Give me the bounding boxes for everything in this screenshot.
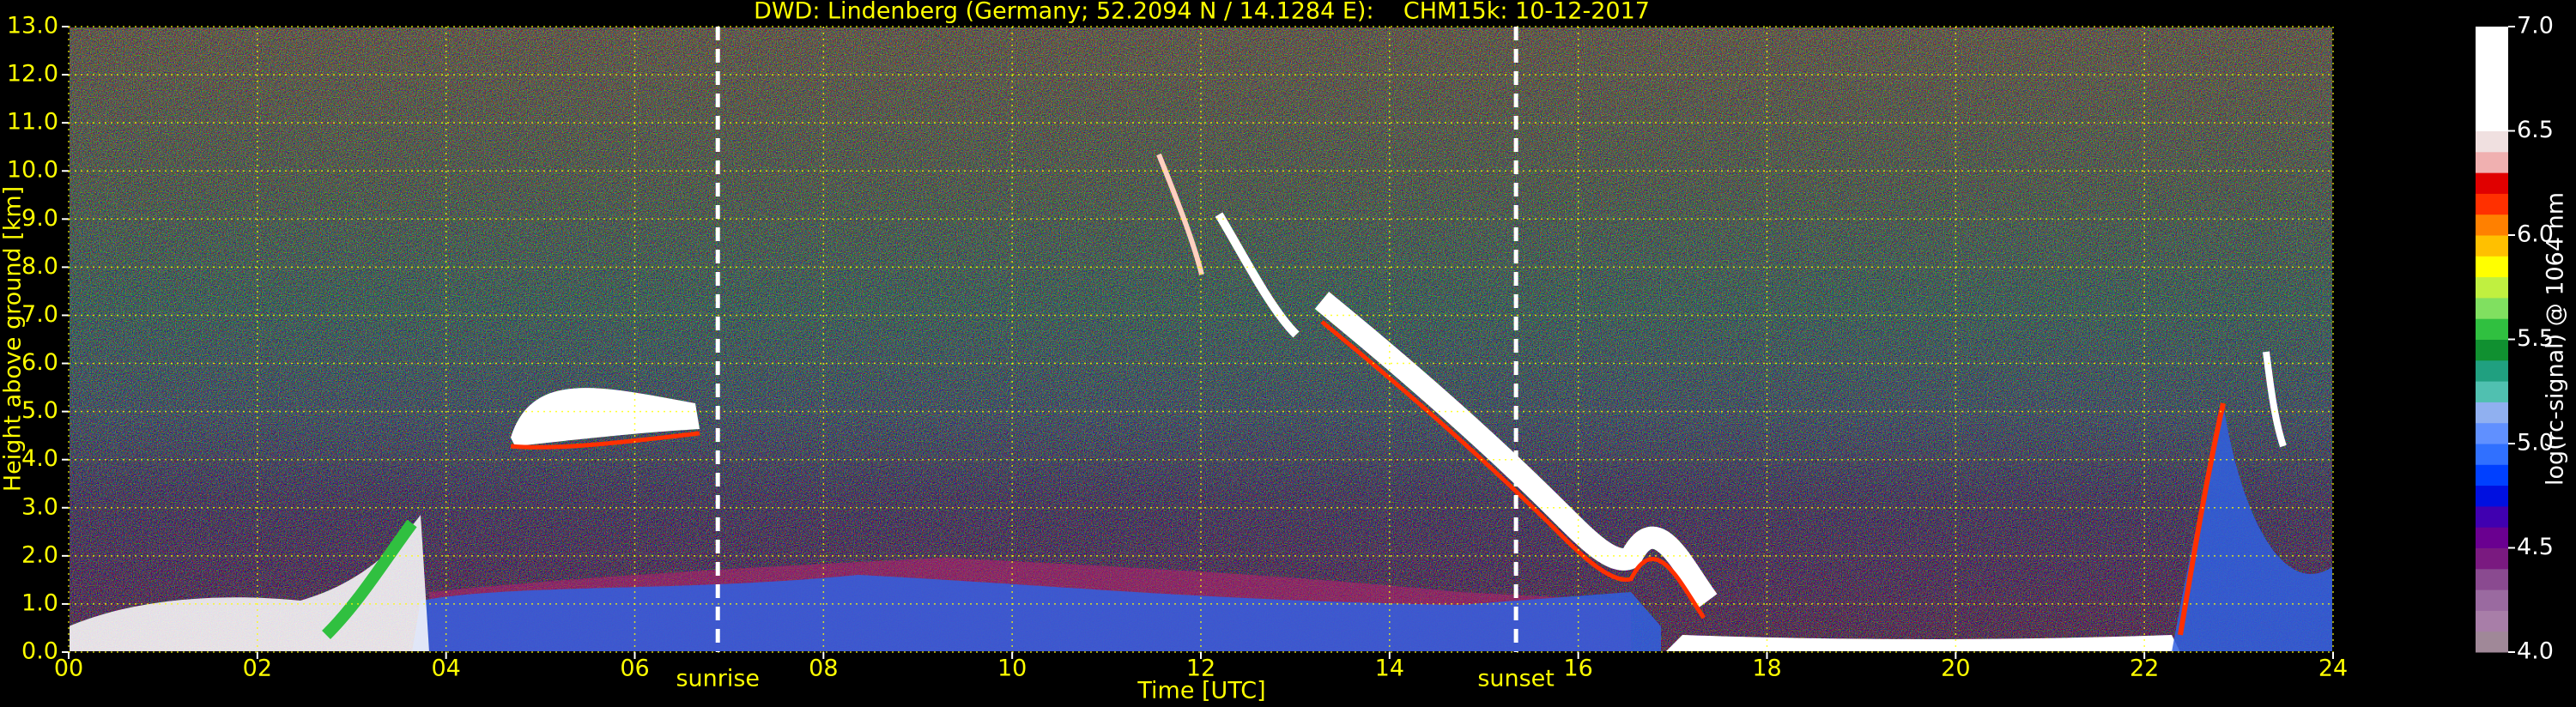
y-tick-label: 2.0 <box>21 541 58 568</box>
y-tick-label: 13.0 <box>7 13 58 39</box>
colorbar-segment <box>2476 193 2508 215</box>
y-axis-label: Height above ground [km] <box>0 186 27 492</box>
colorbar-tick-label: 4.0 <box>2517 638 2554 665</box>
colorbar-segment <box>2476 27 2508 48</box>
x-tick-label: 24 <box>2318 656 2348 682</box>
annotation-label: sunrise <box>676 666 760 692</box>
colorbar-segment <box>2476 444 2508 465</box>
y-tick-label: 9.0 <box>21 205 58 232</box>
colorbar-segment <box>2476 610 2508 632</box>
x-tick-label: 02 <box>243 656 272 682</box>
chart-title: DWD: Lindenberg (Germany; 52.2094 N / 14… <box>754 0 1650 25</box>
x-tick-label: 16 <box>1563 656 1592 682</box>
x-tick-label: 20 <box>1941 656 1970 682</box>
y-tick-label: 6.0 <box>21 349 58 376</box>
y-tick-label: 3.0 <box>21 493 58 520</box>
x-tick-label: 06 <box>620 656 649 682</box>
colorbar-segment <box>2476 68 2508 90</box>
x-tick-label: 18 <box>1752 656 1781 682</box>
colorbar-segment <box>2476 464 2508 486</box>
y-tick-label: 5.0 <box>21 397 58 424</box>
x-axis-label: Time [UTC] <box>1136 678 1265 704</box>
colorbar-segment <box>2476 256 2508 278</box>
colorbar-segment <box>2476 568 2508 590</box>
colorbar: log(rc-signal) @ 1064 nm 4.0 4.5 5.0 5.5 6.0… <box>2476 13 2569 665</box>
colorbar-segment <box>2476 422 2508 444</box>
y-tick-label: 4.0 <box>21 445 58 472</box>
colorbar-segment <box>2476 276 2508 299</box>
x-tick-label: 22 <box>2130 656 2159 682</box>
y-tick-label: 7.0 <box>21 301 58 328</box>
colorbar-segment <box>2476 151 2508 173</box>
colorbar-tick-label: 5.5 <box>2517 325 2554 352</box>
colorbar-label: log(rc-signal) @ 1064 nm <box>2543 192 2569 486</box>
x-tick-label: 10 <box>997 656 1027 682</box>
colorbar-segment <box>2476 505 2508 528</box>
x-tick-label: 08 <box>809 656 838 682</box>
y-tick-label: 1.0 <box>21 589 58 616</box>
colorbar-segment <box>2476 235 2508 257</box>
y-tick-label: 12.0 <box>7 61 58 88</box>
colorbar-segment <box>2476 547 2508 570</box>
y-tick-label: 8.0 <box>21 253 58 280</box>
colorbar-segment <box>2476 589 2508 611</box>
colorbar-segment <box>2476 318 2508 340</box>
colorbar-segment <box>2476 631 2508 653</box>
colorbar-tick-label: 6.5 <box>2517 117 2554 143</box>
colorbar-segment <box>2476 214 2508 236</box>
colorbar-tick-label: 6.0 <box>2517 221 2554 248</box>
colorbar-segment <box>2476 88 2508 111</box>
colorbar-segment <box>2476 527 2508 548</box>
colorbar-segment <box>2476 172 2508 194</box>
x-tick-label: 14 <box>1375 656 1404 682</box>
colorbar-segment <box>2476 381 2508 402</box>
colorbar-tick-label: 5.0 <box>2517 430 2554 456</box>
colorbar-segment <box>2476 485 2508 507</box>
colorbar-segment <box>2476 297 2508 319</box>
colorbar-segment <box>2476 402 2508 424</box>
colorbar-segment <box>2476 339 2508 361</box>
colorbar-segment <box>2476 130 2508 153</box>
x-tick-label: 12 <box>1186 656 1215 682</box>
colorbar-segment <box>2476 360 2508 382</box>
x-tick-label: 04 <box>431 656 460 682</box>
annotation-label: sunset <box>1477 666 1555 692</box>
y-tick-label: 11.0 <box>7 109 58 136</box>
y-tick-label: 10.0 <box>7 157 58 184</box>
y-tick-label: 0.0 <box>21 638 58 665</box>
colorbar-segment <box>2476 47 2508 69</box>
colorbar-tick-label: 4.5 <box>2517 534 2554 560</box>
x-tick-label: 00 <box>54 656 83 682</box>
colorbar-tick-label: 7.0 <box>2517 13 2554 39</box>
colorbar-segment <box>2476 110 2508 131</box>
